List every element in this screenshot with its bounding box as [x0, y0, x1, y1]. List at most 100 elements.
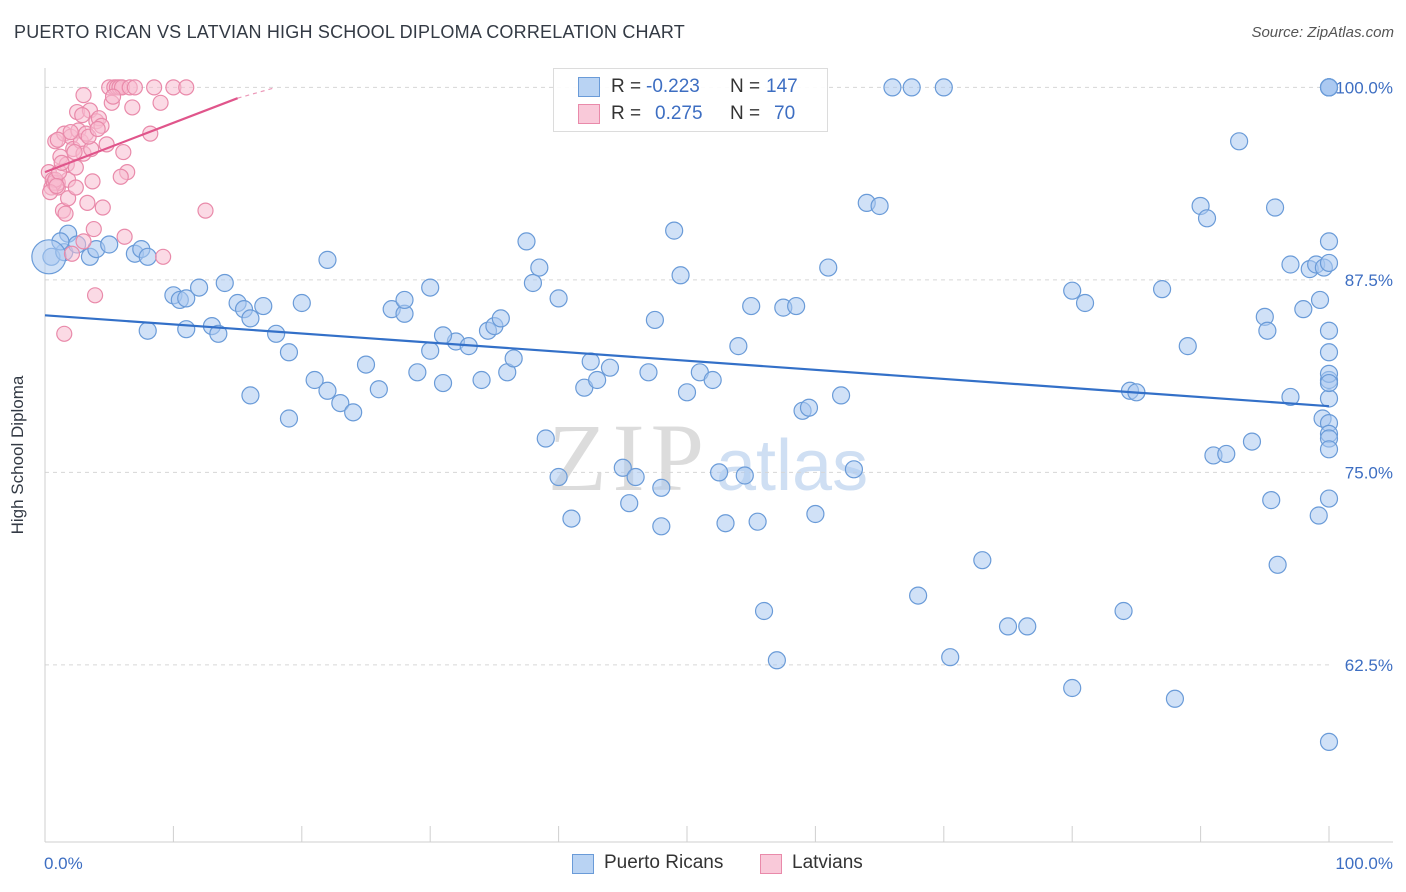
data-point: [197, 202, 214, 219]
data-point: [1319, 440, 1339, 459]
data-point: [1242, 432, 1262, 451]
data-point: [639, 363, 658, 382]
data-point: [318, 381, 337, 400]
data-point: [433, 373, 453, 393]
data-point: [155, 248, 172, 265]
data-point: [1265, 198, 1285, 217]
data-point: [49, 131, 66, 148]
data-point: [241, 386, 260, 405]
data-point: [104, 88, 122, 105]
data-point: [831, 386, 851, 405]
data-point: [1114, 601, 1133, 621]
data-point: [116, 228, 133, 245]
data-point: [421, 341, 440, 360]
correlation-legend: R = -0.223 N = 147 R = 0.275 N = 70: [553, 68, 828, 132]
data-point: [209, 324, 228, 343]
data-point: [1319, 343, 1339, 362]
data-point: [1197, 209, 1217, 228]
legend-n-value: 147: [766, 76, 798, 97]
data-point: [178, 79, 195, 96]
data-point: [318, 250, 337, 269]
trend-lines: [44, 86, 1330, 408]
data-point: [806, 504, 825, 524]
legend-row-puerto-ricans: R = -0.223 N = 147: [554, 74, 827, 100]
data-point: [491, 309, 510, 328]
data-point-cluster: [31, 239, 67, 275]
legend-r-value: -0.223: [646, 76, 700, 97]
data-point: [395, 290, 414, 310]
legend-swatch-blue: [578, 77, 600, 97]
data-point: [748, 512, 767, 531]
data-point: [613, 458, 632, 477]
data-point: [1319, 373, 1339, 393]
watermark: ZIP atlas: [548, 404, 868, 511]
trend-line-latvians: [44, 97, 238, 174]
data-point: [517, 232, 536, 251]
data-point: [356, 355, 376, 374]
data-point: [1018, 617, 1037, 636]
y-tick-label: 100.0%: [1335, 78, 1393, 97]
data-point: [189, 278, 209, 297]
x-tick-label: 100.0%: [1335, 854, 1393, 873]
data-point: [75, 233, 92, 250]
legend-swatch-pink: [578, 104, 600, 124]
watermark-zip: ZIP: [548, 404, 710, 511]
legend-n-value: 70: [774, 103, 796, 124]
bottom-legend-label: Latvians: [792, 852, 863, 873]
data-point: [703, 370, 722, 390]
data-point: [94, 199, 111, 216]
data-point: [883, 78, 902, 97]
data-point: [1319, 232, 1339, 251]
data-point: [1281, 255, 1300, 274]
data-point: [588, 370, 607, 390]
data-point: [472, 370, 491, 390]
data-point: [735, 466, 754, 485]
legend-r-label: R =: [611, 103, 642, 124]
data-point: [941, 648, 960, 667]
data-point: [66, 143, 83, 161]
data-point: [138, 321, 157, 340]
data-point: [56, 325, 73, 342]
data-point: [146, 79, 163, 96]
data-point: [331, 394, 350, 413]
data-point: [1063, 281, 1082, 300]
data-point: [152, 94, 169, 111]
trend-line-latvians-extension: [237, 86, 277, 99]
data-point: [1281, 387, 1300, 407]
data-point: [1309, 506, 1328, 525]
data-point: [75, 86, 92, 104]
data-point: [1268, 555, 1287, 574]
data-point: [620, 494, 639, 513]
legend-row-latvians: R = 0.275 N = 70: [554, 101, 827, 127]
data-point: [549, 467, 568, 487]
legend-n-label: N =: [730, 103, 761, 124]
data-point: [62, 123, 79, 141]
data-point: [1152, 280, 1172, 299]
watermark-atlas: atlas: [716, 426, 868, 506]
data-point: [1178, 337, 1197, 356]
bottom-legend-label: Puerto Ricans: [604, 852, 724, 873]
data-point: [523, 273, 543, 293]
data-point: [1075, 293, 1095, 313]
data-point: [433, 326, 453, 345]
data-point: [1217, 444, 1236, 464]
data-point: [1230, 132, 1249, 151]
data-point: [84, 173, 101, 190]
data-point: [581, 352, 600, 371]
data-point: [79, 194, 96, 211]
data-point: [998, 617, 1018, 636]
bottom-legend-swatch-blue: [572, 854, 594, 874]
data-point: [799, 398, 819, 417]
data-point: [549, 289, 568, 308]
data-point: [844, 460, 864, 479]
data-point: [344, 403, 363, 422]
data-point: [57, 205, 74, 222]
data-point: [177, 320, 196, 339]
data-point: [1262, 491, 1281, 510]
data-point: [1319, 489, 1339, 508]
data-point: [934, 78, 953, 97]
data-point: [729, 337, 748, 356]
data-point: [63, 245, 81, 262]
y-tick-label: 87.5%: [1345, 271, 1393, 290]
data-point: [562, 509, 581, 528]
